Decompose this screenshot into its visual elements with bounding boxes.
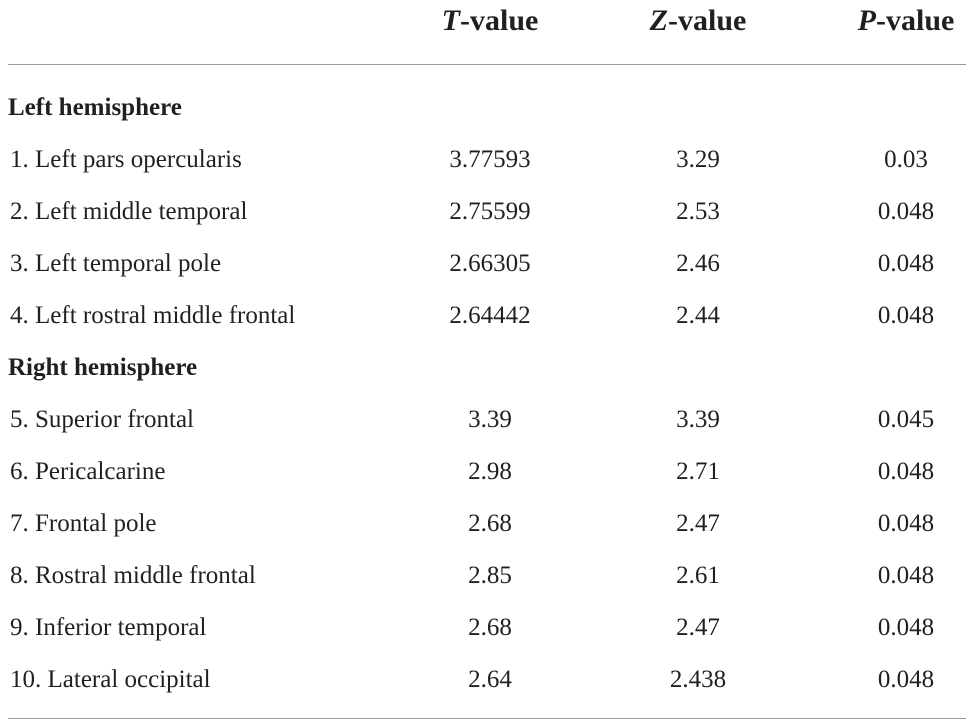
p-value-cell: 0.048	[877, 458, 935, 485]
t-value-cell: 3.39	[468, 406, 512, 433]
z-value-cell: 2.47	[676, 510, 720, 537]
table-row: 6. Pericalcarine 2.98 2.71 0.048	[0, 446, 972, 498]
z-value-cell: 2.53	[676, 198, 720, 225]
t-value-cell: 2.68	[468, 510, 512, 537]
z-value-cell: 2.61	[676, 562, 720, 589]
section-label: Right hemisphere	[8, 354, 198, 381]
table-row: 2. Left middle temporal 2.75599 2.53 0.0…	[0, 186, 972, 238]
t-value-cell: 3.77593	[449, 146, 531, 173]
t-value-cell: 2.66305	[449, 250, 531, 277]
section-label: Left hemisphere	[8, 94, 182, 121]
region-name: 1. Left pars opercularis	[10, 146, 242, 173]
section-row-right-hemisphere: Right hemisphere	[0, 342, 972, 394]
p-value-cell: 0.048	[877, 666, 935, 693]
z-value-cell: 3.39	[676, 406, 720, 433]
column-header-z-value: Z-value	[649, 4, 747, 37]
region-name: 3. Left temporal pole	[10, 250, 222, 277]
t-value-cell: 2.85	[468, 562, 512, 589]
region-name: 7. Frontal pole	[10, 510, 157, 537]
z-value-cell: 2.44	[676, 302, 720, 329]
column-header-t-value: T-value	[441, 4, 539, 37]
p-value-cell: 0.048	[877, 250, 935, 277]
table-header: T-value Z-value P-value	[0, 0, 972, 64]
t-value-cell: 2.68	[468, 614, 512, 641]
region-name: 2. Left middle temporal	[10, 198, 248, 225]
region-name: 8. Rostral middle frontal	[10, 562, 256, 589]
table-row: 9. Inferior temporal 2.68 2.47 0.048	[0, 602, 972, 654]
region-name: 5. Superior frontal	[10, 406, 194, 433]
column-header-p-value: P-value	[857, 4, 955, 37]
p-value-cell: 0.03	[884, 146, 928, 173]
region-name: 6. Pericalcarine	[10, 458, 166, 485]
table-row: 1. Left pars opercularis 3.77593 3.29 0.…	[0, 134, 972, 186]
table-row: 8. Rostral middle frontal 2.85 2.61 0.04…	[0, 550, 972, 602]
z-value-cell: 2.47	[676, 614, 720, 641]
table-row: 3. Left temporal pole 2.66305 2.46 0.048	[0, 238, 972, 290]
z-value-cell: 2.438	[669, 666, 727, 693]
z-value-cell: 3.29	[676, 146, 720, 173]
region-name: 4. Left rostral middle frontal	[10, 302, 296, 329]
section-row-left-hemisphere: Left hemisphere	[0, 82, 972, 134]
p-value-cell: 0.048	[877, 510, 935, 537]
p-value-cell: 0.045	[877, 406, 935, 433]
t-value-cell: 2.64	[468, 666, 512, 693]
t-value-cell: 2.64442	[449, 302, 531, 329]
t-value-cell: 2.98	[468, 458, 512, 485]
p-value-cell: 0.048	[877, 302, 935, 329]
p-value-cell: 0.048	[877, 562, 935, 589]
t-value-cell: 2.75599	[449, 198, 531, 225]
z-value-cell: 2.46	[676, 250, 720, 277]
table-row: 7. Frontal pole 2.68 2.47 0.048	[0, 498, 972, 550]
p-value-cell: 0.048	[877, 614, 935, 641]
region-name: 9. Inferior temporal	[10, 614, 207, 641]
header-rule	[8, 64, 966, 65]
z-value-cell: 2.71	[676, 458, 720, 485]
region-name: 10. Lateral occipital	[10, 666, 211, 693]
table-row: 10. Lateral occipital 2.64 2.438 0.048	[0, 654, 972, 706]
footer-rule	[8, 718, 966, 719]
p-value-cell: 0.048	[877, 198, 935, 225]
table-row: 4. Left rostral middle frontal 2.64442 2…	[0, 290, 972, 342]
table-row: 5. Superior frontal 3.39 3.39 0.045	[0, 394, 972, 446]
